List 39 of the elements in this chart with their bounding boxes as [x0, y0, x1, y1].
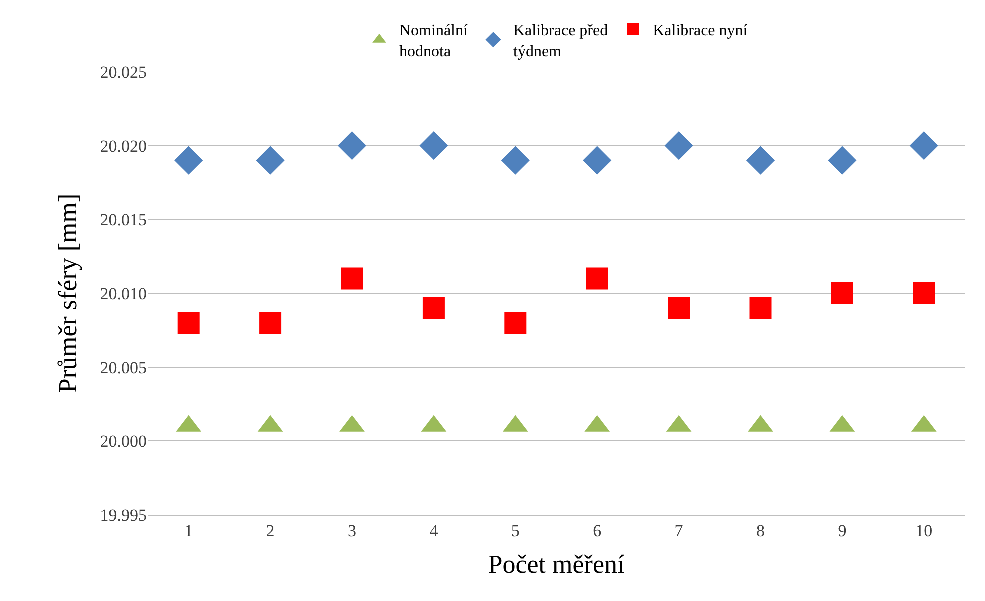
point: [341, 268, 364, 290]
y-tick-label: 20.010: [100, 284, 147, 304]
legend-label: Kalibrace nyní: [653, 22, 748, 40]
x-tick-label: 3: [348, 521, 356, 540]
x-tick-label: 2: [266, 521, 275, 540]
point: [501, 146, 530, 175]
point: [664, 132, 694, 160]
x-tick-label: 8: [756, 521, 765, 540]
y-tick-label: 19.995: [100, 506, 147, 525]
point: [831, 282, 854, 304]
x-tick-label: 9: [838, 521, 847, 540]
point: [746, 146, 776, 175]
point: [586, 268, 608, 290]
point: [174, 146, 204, 175]
point: [668, 297, 690, 320]
point: [256, 146, 285, 175]
y-tick-label: 20.015: [100, 210, 147, 230]
x-tick-label: 6: [593, 521, 602, 540]
y-axis-title: Průměr sféry [mm]: [54, 194, 83, 394]
point: [828, 146, 857, 175]
legend-label: Nominální hodnota: [400, 22, 468, 61]
y-tick-label: 20.025: [100, 62, 147, 82]
point: [338, 132, 367, 160]
point: [422, 297, 445, 320]
x-tick-label: 1: [184, 521, 194, 540]
point: [913, 282, 936, 304]
y-tick-label: 20.020: [100, 136, 147, 156]
point: [750, 297, 772, 320]
x-axis-title: Počet měření: [488, 550, 625, 580]
point: [420, 132, 448, 160]
legend-label: Kalibrace před týdnem: [513, 22, 608, 61]
point: [583, 146, 612, 175]
x-tick-label: 7: [674, 521, 684, 540]
x-tick-label: 5: [511, 521, 520, 540]
y-tick-label: 20.000: [100, 432, 147, 452]
x-tick-label: 4: [430, 521, 439, 540]
y-tick-label: 20.005: [100, 358, 147, 378]
x-tick-label: 10: [916, 521, 933, 540]
point: [910, 132, 938, 160]
